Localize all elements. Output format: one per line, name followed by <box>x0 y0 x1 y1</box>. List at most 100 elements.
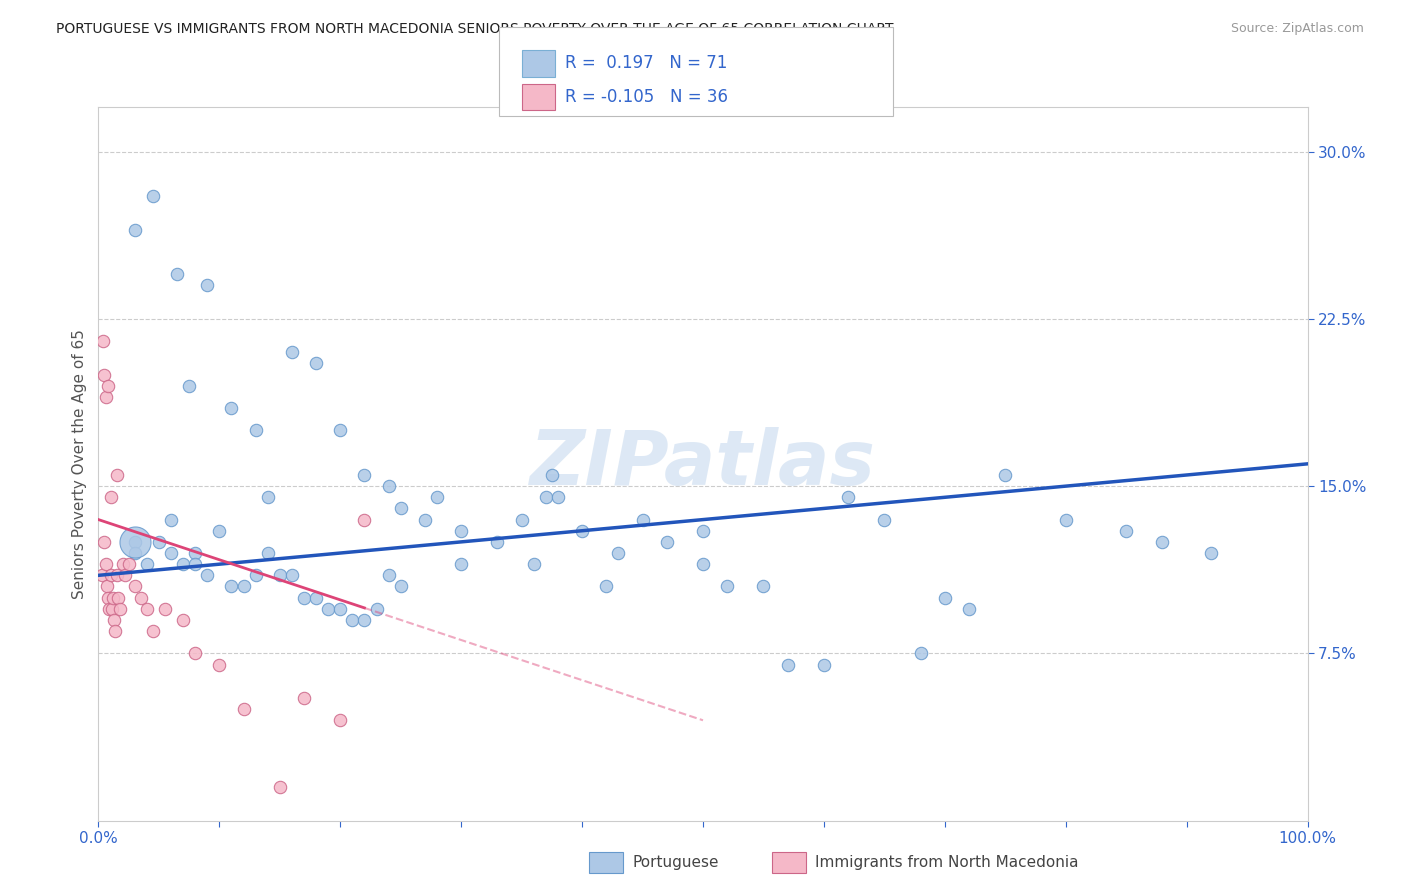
Point <box>108 602 131 616</box>
Text: Portuguese: Portuguese <box>633 855 720 870</box>
Point <box>93 534 115 549</box>
Point <box>510 512 533 526</box>
Point <box>221 580 243 594</box>
Point <box>413 512 436 526</box>
Point <box>389 580 412 594</box>
Point <box>910 646 932 660</box>
Point <box>547 490 569 504</box>
Point <box>486 534 509 549</box>
Point <box>111 557 134 572</box>
Point <box>103 613 125 627</box>
Point <box>716 580 738 594</box>
Point <box>124 534 146 549</box>
Text: Source: ZipAtlas.com: Source: ZipAtlas.com <box>1230 22 1364 36</box>
Point <box>208 524 231 538</box>
Point <box>104 624 127 639</box>
Point <box>1199 546 1222 560</box>
Text: PORTUGUESE VS IMMIGRANTS FROM NORTH MACEDONIA SENIORS POVERTY OVER THE AGE OF 65: PORTUGUESE VS IMMIGRANTS FROM NORTH MACE… <box>56 22 894 37</box>
Point <box>124 580 146 594</box>
Point <box>124 546 146 560</box>
Point <box>305 591 328 605</box>
Point <box>655 534 678 549</box>
Point <box>135 602 157 616</box>
Point <box>1152 534 1174 549</box>
Point <box>1054 512 1077 526</box>
Point <box>631 512 654 526</box>
Point <box>957 602 980 616</box>
Point <box>101 591 124 605</box>
Point <box>124 534 146 549</box>
Point <box>523 557 546 572</box>
Point <box>292 690 315 705</box>
Point <box>366 602 388 616</box>
Point <box>994 467 1017 482</box>
Point <box>221 401 243 416</box>
Point <box>114 568 136 582</box>
Point <box>172 557 194 572</box>
Point <box>316 602 339 616</box>
Point <box>776 657 799 672</box>
Point <box>107 591 129 605</box>
Point <box>124 222 146 236</box>
Point <box>129 591 152 605</box>
Point <box>342 613 364 627</box>
Point <box>184 646 207 660</box>
Point <box>329 424 352 438</box>
Point <box>172 613 194 627</box>
Point <box>329 714 352 728</box>
Point <box>595 580 617 594</box>
Point <box>305 356 328 371</box>
Point <box>184 546 207 560</box>
Point <box>232 580 254 594</box>
Point <box>135 557 157 572</box>
Text: R =  0.197   N = 71: R = 0.197 N = 71 <box>565 54 727 72</box>
Point <box>389 501 412 516</box>
Point <box>1115 524 1137 538</box>
Point <box>100 602 122 616</box>
Point <box>105 467 128 482</box>
Point <box>540 467 562 482</box>
Point <box>692 557 714 572</box>
Point <box>208 657 231 672</box>
Point <box>160 546 183 560</box>
Point <box>184 557 207 572</box>
Point <box>98 602 121 616</box>
Point <box>353 613 375 627</box>
Point <box>105 568 128 582</box>
Point <box>256 546 278 560</box>
Point <box>94 390 117 404</box>
Point <box>195 568 218 582</box>
Point <box>160 512 183 526</box>
Point <box>837 490 859 504</box>
Text: ZIPatlas: ZIPatlas <box>530 427 876 500</box>
Text: R = -0.105   N = 36: R = -0.105 N = 36 <box>565 88 728 106</box>
Point <box>91 568 114 582</box>
Point <box>97 378 120 392</box>
Point <box>195 278 218 293</box>
Point <box>353 467 375 482</box>
Point <box>97 591 120 605</box>
Point <box>94 557 117 572</box>
Point <box>353 512 375 526</box>
Text: Immigrants from North Macedonia: Immigrants from North Macedonia <box>815 855 1078 870</box>
Point <box>450 557 472 572</box>
Point <box>426 490 449 504</box>
Point <box>607 546 630 560</box>
Point <box>142 189 165 203</box>
Point <box>153 602 176 616</box>
Y-axis label: Seniors Poverty Over the Age of 65: Seniors Poverty Over the Age of 65 <box>72 329 87 599</box>
Point <box>93 368 115 382</box>
Point <box>692 524 714 538</box>
Point <box>245 568 267 582</box>
Point <box>571 524 593 538</box>
Point <box>142 624 165 639</box>
Point <box>166 268 188 282</box>
Point <box>118 557 141 572</box>
Point <box>534 490 557 504</box>
Point <box>100 490 122 504</box>
Point <box>100 568 122 582</box>
Point <box>377 568 399 582</box>
Point <box>232 702 254 716</box>
Point <box>934 591 956 605</box>
Point <box>269 568 291 582</box>
